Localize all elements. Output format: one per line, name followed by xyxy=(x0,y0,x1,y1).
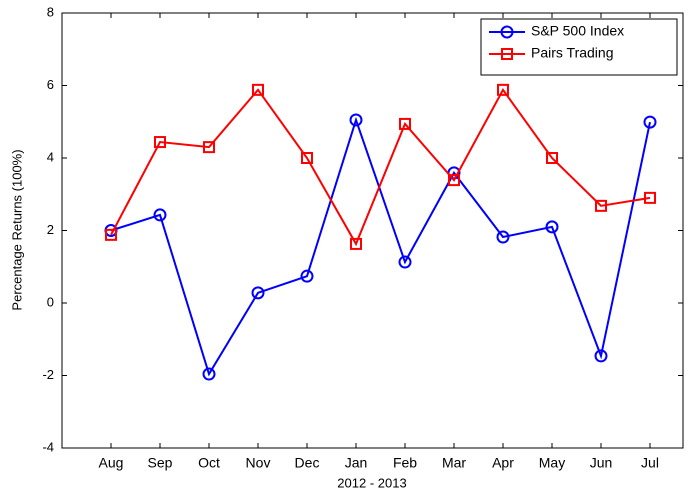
legend-box xyxy=(480,18,678,76)
legend-marker xyxy=(501,48,513,60)
data-point xyxy=(301,152,313,164)
x-tick-label: Aug xyxy=(99,455,124,471)
y-tick-label: -2 xyxy=(42,367,54,382)
data-point xyxy=(497,83,509,96)
data-point xyxy=(643,115,657,129)
x-tick-label: Oct xyxy=(198,455,220,471)
data-point xyxy=(546,152,558,164)
data-point xyxy=(154,136,166,149)
x-tick-label: Jun xyxy=(590,455,613,471)
data-point xyxy=(252,83,264,96)
y-tick-label: 0 xyxy=(47,294,54,309)
x-tick-label: Sep xyxy=(148,455,173,471)
data-point xyxy=(496,230,510,244)
y-tick-label: 4 xyxy=(47,149,54,164)
y-axis-label: Percentage Returns (100%) xyxy=(9,149,24,310)
x-tick-label: Jul xyxy=(641,455,659,471)
y-tick-label: 6 xyxy=(47,77,54,92)
y-tick-label: 2 xyxy=(47,222,54,237)
data-point xyxy=(300,269,314,283)
x-tick-label: Apr xyxy=(492,455,514,471)
data-point xyxy=(105,228,117,241)
x-axis-label: 2012 - 2013 xyxy=(337,475,406,490)
data-point xyxy=(202,367,216,381)
series-line xyxy=(110,87,651,247)
data-point xyxy=(594,349,608,363)
data-point xyxy=(251,286,265,300)
legend-label: Pairs Trading xyxy=(531,45,613,61)
data-point xyxy=(398,255,412,269)
x-tick-label: Feb xyxy=(393,455,417,471)
legend: S&P 500 Index Pairs Trading xyxy=(480,18,678,76)
x-tick-label: Mar xyxy=(442,455,466,471)
y-tick-label: 8 xyxy=(47,4,54,19)
series-line xyxy=(110,116,651,377)
x-tick-label: Dec xyxy=(295,455,320,471)
legend-marker xyxy=(500,25,514,39)
data-point xyxy=(153,208,167,222)
data-point xyxy=(350,237,362,250)
data-point xyxy=(399,117,411,130)
x-tick-label: Nov xyxy=(246,455,271,471)
plot-frame xyxy=(61,12,684,449)
data-point xyxy=(203,141,215,154)
x-tick-label: May xyxy=(539,455,565,471)
y-tick-label: -4 xyxy=(42,439,54,454)
data-point xyxy=(448,174,460,187)
data-point xyxy=(595,199,607,212)
x-tick-label: Jan xyxy=(345,455,368,471)
legend-label: S&P 500 Index xyxy=(531,23,624,39)
data-point xyxy=(349,113,363,127)
data-point xyxy=(545,220,559,234)
data-point xyxy=(644,191,656,204)
